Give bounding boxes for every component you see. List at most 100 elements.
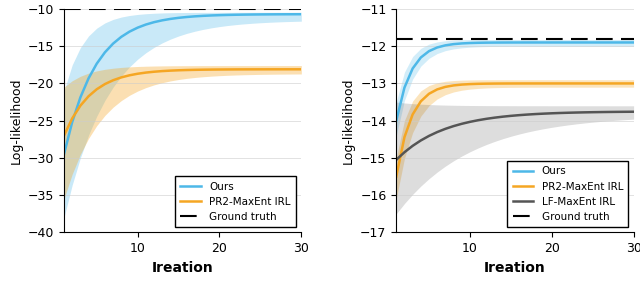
- Line: Ours: Ours: [396, 43, 634, 121]
- Line: Ours: Ours: [64, 14, 301, 154]
- Ours: [532, 41, 540, 44]
- X-axis label: Ireation: Ireation: [152, 261, 214, 275]
- PR2-MaxEnt IRL: [101, 82, 109, 86]
- Ours: [630, 41, 637, 44]
- PR2-MaxEnt IRL: [150, 70, 158, 74]
- LF-MaxEnt IRL: [548, 111, 556, 115]
- PR2-MaxEnt IRL: [401, 135, 408, 139]
- LF-MaxEnt IRL: [630, 110, 637, 114]
- PR2-MaxEnt IRL: [240, 68, 248, 71]
- PR2-MaxEnt IRL: [68, 117, 76, 120]
- PR2-MaxEnt IRL: [409, 113, 417, 116]
- PR2-MaxEnt IRL: [125, 74, 133, 77]
- Ours: [605, 41, 613, 44]
- LF-MaxEnt IRL: [556, 111, 564, 115]
- PR2-MaxEnt IRL: [166, 69, 174, 72]
- PR2-MaxEnt IRL: [597, 82, 605, 85]
- LF-MaxEnt IRL: [425, 134, 433, 138]
- LF-MaxEnt IRL: [621, 110, 629, 114]
- PR2-MaxEnt IRL: [298, 68, 305, 71]
- LF-MaxEnt IRL: [401, 150, 408, 154]
- Ground truth: [52, 7, 60, 11]
- PR2-MaxEnt IRL: [621, 82, 629, 85]
- LF-MaxEnt IRL: [572, 111, 580, 114]
- PR2-MaxEnt IRL: [630, 82, 637, 85]
- Ours: [433, 46, 441, 49]
- PR2-MaxEnt IRL: [281, 68, 289, 71]
- PR2-MaxEnt IRL: [175, 69, 182, 72]
- Ours: [207, 14, 215, 17]
- LF-MaxEnt IRL: [532, 112, 540, 116]
- Ours: [483, 41, 490, 44]
- Ours: [240, 13, 248, 16]
- LF-MaxEnt IRL: [580, 111, 588, 114]
- Ours: [84, 77, 92, 80]
- Ours: [232, 13, 240, 16]
- Ground truth: [392, 38, 400, 41]
- PR2-MaxEnt IRL: [183, 68, 191, 72]
- LF-MaxEnt IRL: [474, 118, 482, 122]
- Ours: [572, 41, 580, 44]
- LF-MaxEnt IRL: [409, 144, 417, 148]
- Ours: [175, 16, 182, 20]
- PR2-MaxEnt IRL: [532, 82, 540, 85]
- PR2-MaxEnt IRL: [572, 82, 580, 85]
- Ours: [491, 41, 499, 44]
- Ours: [289, 13, 297, 16]
- Ours: [101, 51, 109, 54]
- PR2-MaxEnt IRL: [84, 94, 92, 98]
- PR2-MaxEnt IRL: [442, 85, 449, 89]
- LF-MaxEnt IRL: [491, 116, 499, 119]
- Line: PR2-MaxEnt IRL: PR2-MaxEnt IRL: [396, 83, 634, 177]
- Ours: [265, 13, 273, 16]
- Ours: [248, 13, 256, 16]
- Ours: [499, 41, 506, 44]
- PR2-MaxEnt IRL: [289, 68, 297, 71]
- PR2-MaxEnt IRL: [93, 88, 100, 91]
- Ours: [613, 41, 621, 44]
- PR2-MaxEnt IRL: [199, 68, 207, 72]
- Ours: [125, 30, 133, 33]
- LF-MaxEnt IRL: [540, 112, 547, 115]
- LF-MaxEnt IRL: [507, 114, 515, 118]
- LF-MaxEnt IRL: [442, 127, 449, 131]
- PR2-MaxEnt IRL: [499, 82, 506, 85]
- Line: PR2-MaxEnt IRL: PR2-MaxEnt IRL: [64, 69, 301, 136]
- PR2-MaxEnt IRL: [77, 104, 84, 108]
- Ours: [556, 41, 564, 44]
- Ours: [597, 41, 605, 44]
- Ours: [548, 41, 556, 44]
- LF-MaxEnt IRL: [564, 111, 572, 114]
- PR2-MaxEnt IRL: [556, 82, 564, 85]
- Line: LF-MaxEnt IRL: LF-MaxEnt IRL: [396, 112, 634, 160]
- LF-MaxEnt IRL: [515, 113, 523, 117]
- Ours: [257, 13, 264, 16]
- Ours: [150, 20, 158, 24]
- PR2-MaxEnt IRL: [142, 71, 150, 74]
- Ours: [134, 26, 141, 30]
- Legend: Ours, PR2-MaxEnt IRL, Ground truth: Ours, PR2-MaxEnt IRL, Ground truth: [175, 176, 296, 227]
- LF-MaxEnt IRL: [458, 122, 465, 125]
- Ours: [60, 153, 68, 156]
- Ours: [109, 42, 117, 45]
- Ours: [118, 35, 125, 39]
- Ours: [589, 41, 596, 44]
- LF-MaxEnt IRL: [589, 110, 596, 114]
- Ours: [166, 17, 174, 21]
- LF-MaxEnt IRL: [597, 110, 605, 114]
- LF-MaxEnt IRL: [433, 130, 441, 134]
- PR2-MaxEnt IRL: [515, 82, 523, 85]
- PR2-MaxEnt IRL: [417, 100, 425, 103]
- PR2-MaxEnt IRL: [580, 82, 588, 85]
- Ours: [93, 62, 100, 66]
- LF-MaxEnt IRL: [466, 120, 474, 124]
- Ours: [68, 120, 76, 124]
- PR2-MaxEnt IRL: [425, 92, 433, 96]
- LF-MaxEnt IRL: [524, 113, 531, 116]
- Ours: [515, 41, 523, 44]
- PR2-MaxEnt IRL: [564, 82, 572, 85]
- PR2-MaxEnt IRL: [524, 82, 531, 85]
- Ground truth: [60, 7, 68, 11]
- Ours: [77, 96, 84, 99]
- PR2-MaxEnt IRL: [483, 82, 490, 86]
